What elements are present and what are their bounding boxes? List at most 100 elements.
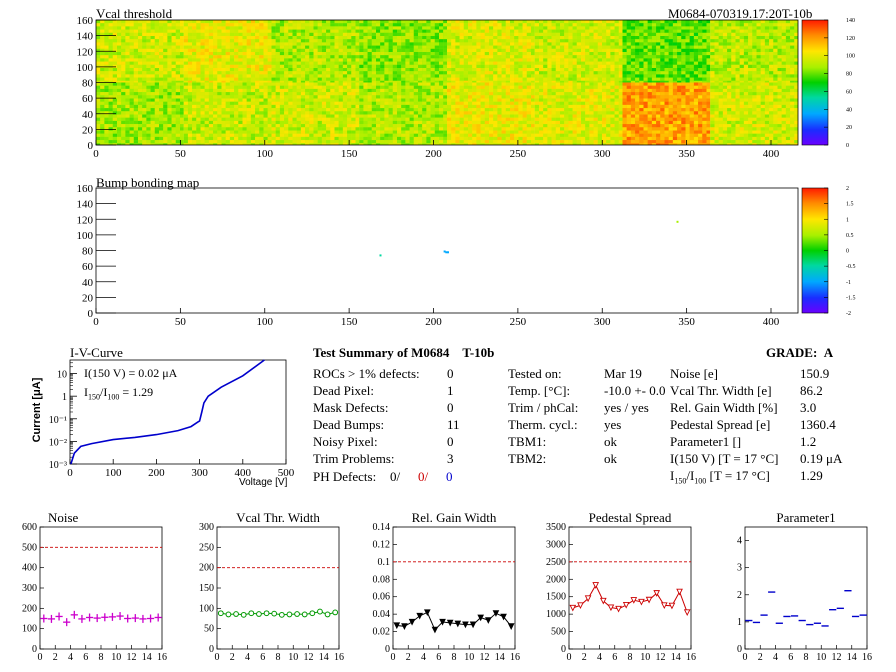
pixel-cell	[593, 20, 598, 24]
pixel-cell	[555, 42, 560, 46]
pixel-cell	[514, 45, 519, 49]
pixel-cell	[250, 42, 256, 46]
pixel-cell	[710, 20, 715, 24]
pixel-cell	[100, 32, 105, 36]
pixel-cell	[409, 88, 414, 93]
pixel-cell	[476, 68, 481, 72]
pixel-cell	[100, 133, 105, 137]
pixel-cell	[347, 32, 352, 36]
pixel-cell	[246, 98, 251, 102]
pixel-cell	[246, 20, 251, 24]
pixel-cell	[250, 114, 256, 118]
pixel-cell	[187, 114, 193, 118]
pixel-cell	[305, 39, 310, 43]
pixel-cell	[409, 23, 414, 27]
pixel-cell	[371, 64, 376, 68]
pixel-cell	[518, 52, 523, 56]
pixel-cell	[146, 130, 151, 134]
pixel-cell	[200, 20, 205, 24]
pixel-cell	[217, 127, 222, 131]
pixel-cell	[142, 39, 147, 43]
pixel-cell	[334, 55, 339, 59]
pixel-cell	[296, 61, 301, 65]
pixel-cell	[418, 130, 423, 134]
pixel-cell	[422, 26, 427, 30]
pixel-cell	[180, 20, 184, 24]
pixel-cell	[187, 26, 193, 30]
pixel-cell	[626, 48, 631, 52]
pixel-cell	[150, 82, 155, 86]
pixel-cell	[238, 88, 243, 93]
pixel-cell	[112, 74, 117, 78]
pixel-cell	[739, 80, 744, 83]
pixel-cell	[317, 74, 322, 78]
pixel-cell	[305, 74, 310, 78]
pixel-cell	[242, 88, 247, 93]
pixel-cell	[288, 26, 293, 30]
pixel-cell	[229, 136, 235, 141]
pixel-cell	[129, 120, 134, 125]
pixel-cell	[468, 52, 473, 56]
pixel-cell	[698, 55, 703, 59]
pixel-cell	[639, 26, 644, 30]
pixel-cell	[380, 45, 385, 49]
pixel-cell	[180, 88, 184, 93]
pixel-cell	[630, 80, 636, 83]
pixel-cell	[547, 64, 552, 68]
pixel-cell	[163, 55, 168, 59]
pixel-cell	[635, 58, 640, 62]
pixel-cell	[752, 42, 757, 46]
pixel-cell	[413, 101, 418, 105]
pixel-cell	[443, 124, 447, 128]
pixel-cell	[187, 98, 193, 102]
pixel-cell	[718, 61, 723, 65]
pixel-cell	[493, 58, 498, 62]
pixel-cell	[593, 71, 598, 75]
pixel-cell	[313, 64, 318, 68]
pixel-cell	[476, 52, 481, 56]
pixel-cell	[263, 52, 268, 56]
pixel-cell	[142, 98, 147, 102]
pixel-cell	[405, 77, 410, 81]
pixel-cell	[664, 45, 669, 49]
pixel-cell	[150, 127, 155, 131]
pixel-cell	[138, 64, 143, 68]
pixel-cell	[484, 58, 489, 62]
pixel-cell	[539, 61, 544, 65]
pixel-cell	[777, 45, 782, 49]
pixel-cell	[234, 64, 239, 68]
pixel-cell	[476, 39, 481, 43]
pixel-cell	[238, 52, 243, 56]
pixel-cell	[138, 20, 143, 24]
pixel-cell	[175, 61, 180, 65]
pixel-cell	[284, 108, 289, 112]
pixel-cell	[217, 20, 222, 24]
pixel-cell	[271, 133, 276, 137]
pixel-cell	[630, 45, 636, 49]
pixel-cell	[125, 101, 130, 105]
pixel-cell	[284, 23, 289, 27]
pixel-cell	[196, 77, 201, 81]
pixel-cell	[384, 45, 389, 49]
pixel-cell	[693, 42, 699, 46]
pixel-cell	[371, 52, 376, 56]
pixel-cell	[330, 26, 335, 30]
pixel-cell	[171, 140, 176, 144]
pixel-cell	[672, 64, 678, 68]
pixel-cell	[376, 36, 381, 40]
pixel-cell	[96, 64, 101, 68]
pixel-cell	[180, 64, 184, 68]
pixel-cell	[630, 55, 636, 59]
pixel-cell	[187, 77, 193, 81]
pixel-cell	[150, 52, 155, 56]
pixel-cell	[146, 29, 151, 33]
pixel-cell	[204, 61, 209, 65]
pixel-cell	[555, 55, 560, 59]
pixel-cell	[192, 58, 197, 62]
pixel-cell	[706, 36, 711, 40]
pixel-cell	[434, 26, 439, 30]
pixel-cell	[426, 98, 431, 102]
pixel-cell	[702, 26, 707, 30]
pixel-cell	[154, 117, 159, 121]
pixel-cell	[338, 61, 343, 65]
